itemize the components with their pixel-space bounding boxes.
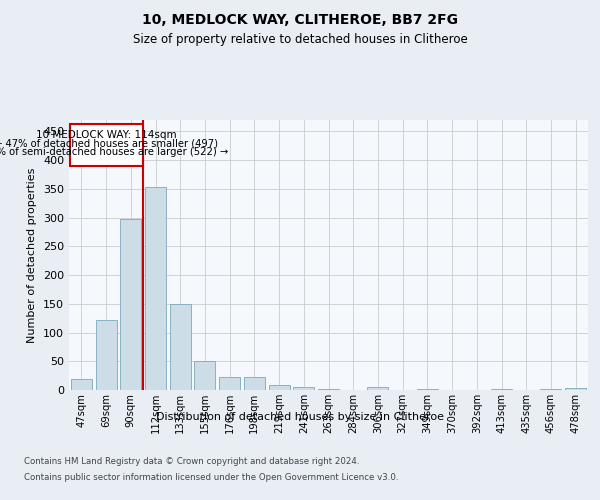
Text: Distribution of detached houses by size in Clitheroe: Distribution of detached houses by size …: [156, 412, 444, 422]
Bar: [417, 389, 438, 390]
Bar: [244, 378, 265, 390]
FancyBboxPatch shape: [70, 124, 143, 166]
Text: 10 MEDLOCK WAY: 114sqm: 10 MEDLOCK WAY: 114sqm: [36, 130, 177, 140]
Bar: [170, 304, 191, 390]
Bar: [269, 386, 290, 390]
Text: Contains public sector information licensed under the Open Government Licence v3: Contains public sector information licen…: [24, 472, 398, 482]
Bar: [318, 389, 339, 390]
Y-axis label: Number of detached properties: Number of detached properties: [28, 168, 37, 342]
Bar: [71, 378, 92, 390]
Bar: [541, 389, 562, 390]
Bar: [491, 389, 512, 390]
Bar: [293, 386, 314, 390]
Text: ← 47% of detached houses are smaller (497): ← 47% of detached houses are smaller (49…: [0, 138, 218, 148]
Text: 50% of semi-detached houses are larger (522) →: 50% of semi-detached houses are larger (…: [0, 147, 229, 157]
Bar: [145, 186, 166, 390]
Bar: [95, 320, 116, 390]
Bar: [565, 388, 586, 390]
Bar: [120, 219, 141, 390]
Text: Contains HM Land Registry data © Crown copyright and database right 2024.: Contains HM Land Registry data © Crown c…: [24, 458, 359, 466]
Bar: [219, 378, 240, 390]
Bar: [367, 387, 388, 390]
Text: Size of property relative to detached houses in Clitheroe: Size of property relative to detached ho…: [133, 32, 467, 46]
Bar: [194, 362, 215, 390]
Text: 10, MEDLOCK WAY, CLITHEROE, BB7 2FG: 10, MEDLOCK WAY, CLITHEROE, BB7 2FG: [142, 12, 458, 26]
